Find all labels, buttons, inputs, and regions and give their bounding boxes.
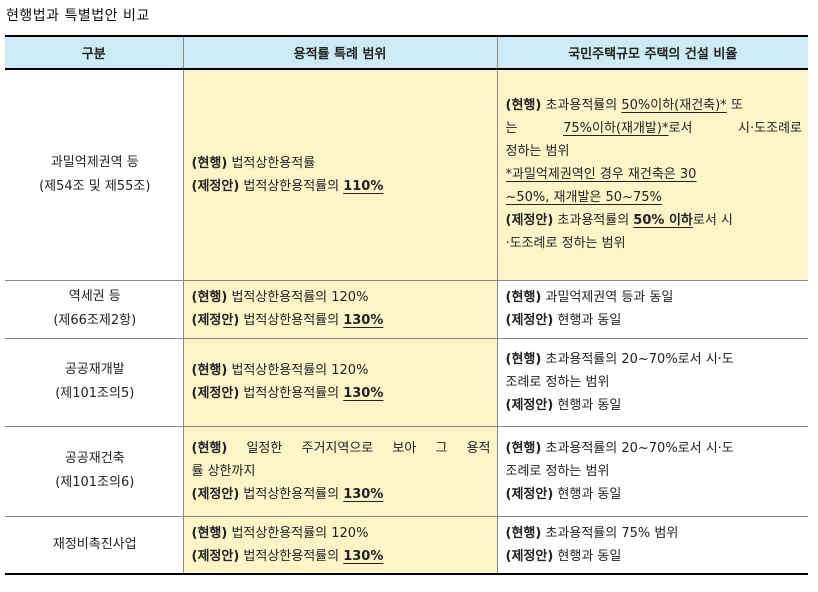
table-row: 공공재개발 (제101조의5) (현행) 법적상한용적률의 120% (제정안)… xyxy=(5,337,808,427)
current-law-line: (현행) 초과용적률의 20~70%로서 시·도 xyxy=(505,351,734,367)
current-law-line: (현행) 법적상한용적률의 120% xyxy=(191,363,369,378)
comparison-table: 구분 용적률 특례 범위 국민주택규모 주택의 건설 비율 과밀억제권역 등 (… xyxy=(5,35,808,575)
proposed-law-line: (제정안) 법적상한용적률의 130% xyxy=(191,486,384,502)
row-category: 역세권 등 (제66조제2항) xyxy=(5,279,184,339)
category-article: (제66조제2항) xyxy=(53,313,137,328)
header-floor-area-ratio: 용적률 특례 범위 xyxy=(182,35,498,70)
category-name: 역세권 등 xyxy=(68,289,121,304)
category-name: 과밀억제권역 등 xyxy=(50,154,139,170)
row-category: 공공재건축 (제101조의6) xyxy=(5,425,184,517)
national-housing-ratio-cell: (현행) 과밀억제권역 등과 동일 (제정안) 현행과 동일 xyxy=(496,279,808,339)
proposed-law-line: (제정안) 법적상한용적률의 130% xyxy=(191,548,384,564)
category-name: 공공재건축 xyxy=(64,451,125,466)
table-row: 공공재건축 (제101조의6) (현행) 일정한 주거지역으로 보아 그 용적 … xyxy=(5,425,808,517)
current-law-line: (현행) 법적상한용적률 xyxy=(191,155,316,171)
current-law-line: (현행) 초과용적률의 50%이하(재건축)* 또 xyxy=(505,98,743,114)
category-article: (제54조 및 제55조) xyxy=(39,178,151,194)
current-law-line-cont: 정하는 범위 xyxy=(505,144,570,160)
proposed-law-line: (제정안) 법적상한용적률의 130% xyxy=(191,313,384,328)
row-category: 과밀억제권역 등 (제54조 및 제55조) xyxy=(5,68,184,281)
floor-area-ratio-cell: (현행) 일정한 주거지역으로 보아 그 용적 률 상한까지 (제정안) 법적상… xyxy=(182,425,498,517)
proposed-law-line-cont: ·도조례로 정하는 범위 xyxy=(505,236,626,252)
current-law-line: (현행) 초과용적률의 75% 범위 xyxy=(505,525,679,541)
page-title: 현행법과 특별법안 비교 xyxy=(6,8,150,24)
national-housing-ratio-cell: (현행) 초과용적률의 20~70%로서 시·도 조례로 정하는 범위 (제정안… xyxy=(496,337,808,427)
proposed-law-line: (제정안) 법적상한용적률의 110% xyxy=(191,178,384,194)
proposed-law-line: (제정안) 현행과 동일 xyxy=(505,313,622,328)
table-row: 재정비촉진사업 (현행) 법적상한용적률의 120% (제정안) 법적상한용적률… xyxy=(5,515,808,575)
row-category: 공공재개발 (제101조의5) xyxy=(5,337,184,427)
header-category: 구분 xyxy=(5,35,184,70)
proposed-law-line: (제정안) 현행과 동일 xyxy=(505,548,622,564)
footnote-line-cont: ~50%, 재개발은 50~75% xyxy=(505,190,662,206)
category-article: (제101조의5) xyxy=(55,386,135,401)
floor-area-ratio-cell: (현행) 법적상한용적률 (제정안) 법적상한용적률의 110% xyxy=(182,68,498,281)
header-row: 구분 용적률 특례 범위 국민주택규모 주택의 건설 비율 xyxy=(5,35,808,70)
current-law-line: (현행) 과밀억제권역 등과 동일 xyxy=(505,290,674,305)
floor-area-ratio-cell: (현행) 법적상한용적률의 120% (제정안) 법적상한용적률의 130% xyxy=(182,337,498,427)
national-housing-ratio-cell: (현행) 초과용적률의 50%이하(재건축)* 또 는 75%이하(재개발)*로… xyxy=(496,68,808,281)
national-housing-ratio-cell: (현행) 초과용적률의 20~70%로서 시·도 조례로 정하는 범위 (제정안… xyxy=(496,425,808,517)
row-category: 재정비촉진사업 xyxy=(5,515,184,575)
proposed-law-line: (제정안) 법적상한용적률의 130% xyxy=(191,386,384,401)
current-law-line-cont: 는 75%이하(재개발)*로서 시·도조례로 xyxy=(505,121,803,137)
current-law-line-cont: 률 상한까지 xyxy=(191,463,256,479)
proposed-law-line: (제정안) 현행과 동일 xyxy=(505,397,622,413)
current-law-line: (현행) 일정한 주거지역으로 보아 그 용적 xyxy=(191,440,491,456)
category-name: 재정비촉진사업 xyxy=(52,536,137,552)
table-row: 과밀억제권역 등 (제54조 및 제55조) (현행) 법적상한용적률 (제정안… xyxy=(5,68,808,281)
proposed-law-line: (제정안) 현행과 동일 xyxy=(505,486,622,502)
current-law-line: (현행) 법적상한용적률의 120% xyxy=(191,525,369,541)
current-law-line-cont: 조례로 정하는 범위 xyxy=(505,463,610,479)
floor-area-ratio-cell: (현행) 법적상한용적률의 120% (제정안) 법적상한용적률의 130% xyxy=(182,515,498,575)
proposed-law-line: (제정안) 초과용적률의 50% 이하로서 시 xyxy=(505,213,733,229)
current-law-line: (현행) 초과용적률의 20~70%로서 시·도 xyxy=(505,440,734,456)
category-article: (제101조의6) xyxy=(55,475,135,490)
header-national-housing-ratio: 국민주택규모 주택의 건설 비율 xyxy=(496,35,808,70)
floor-area-ratio-cell: (현행) 법적상한용적률의 120% (제정안) 법적상한용적률의 130% xyxy=(182,279,498,339)
category-name: 공공재개발 xyxy=(64,362,125,377)
current-law-line: (현행) 법적상한용적률의 120% xyxy=(191,290,369,305)
national-housing-ratio-cell: (현행) 초과용적률의 75% 범위 (제정안) 현행과 동일 xyxy=(496,515,808,575)
current-law-line-cont: 조례로 정하는 범위 xyxy=(505,374,610,390)
footnote-line: *과밀억제권역인 경우 재건축은 30 xyxy=(505,167,697,183)
table-row: 역세권 등 (제66조제2항) (현행) 법적상한용적률의 120% (제정안)… xyxy=(5,279,808,339)
